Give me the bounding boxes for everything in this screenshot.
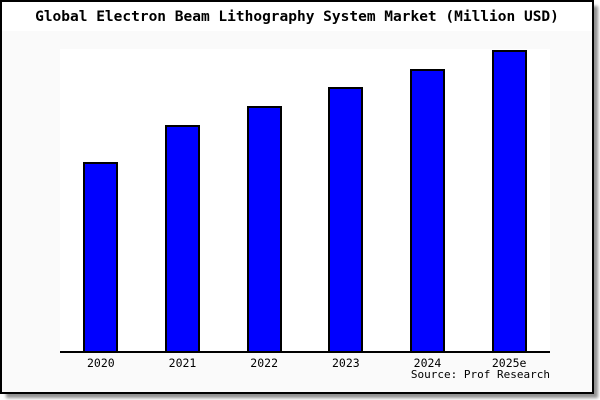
source-credit: Source: Prof Research [410, 368, 550, 381]
bar-2025e [491, 50, 527, 351]
plot-area [60, 49, 550, 353]
x-tick-2022: 2022 [250, 356, 279, 370]
x-tick-2024: 2024 [413, 356, 442, 370]
bar-2020 [83, 162, 119, 351]
x-tick-2025e: 2025e [491, 356, 527, 370]
bar-2023 [328, 87, 364, 351]
chart-card: Global Electron Beam Lithography System … [0, 0, 594, 394]
bar-2022 [246, 106, 282, 351]
x-tick-2023: 2023 [331, 356, 360, 370]
x-axis-ticks: 2020 2021 2022 2023 2024 2025e [60, 355, 550, 370]
bar-2024 [410, 69, 445, 351]
x-tick-2021: 2021 [168, 356, 197, 370]
x-tick-2020: 2020 [86, 356, 115, 370]
bar-2021 [165, 125, 200, 351]
chart-title: Global Electron Beam Lithography System … [2, 2, 592, 31]
